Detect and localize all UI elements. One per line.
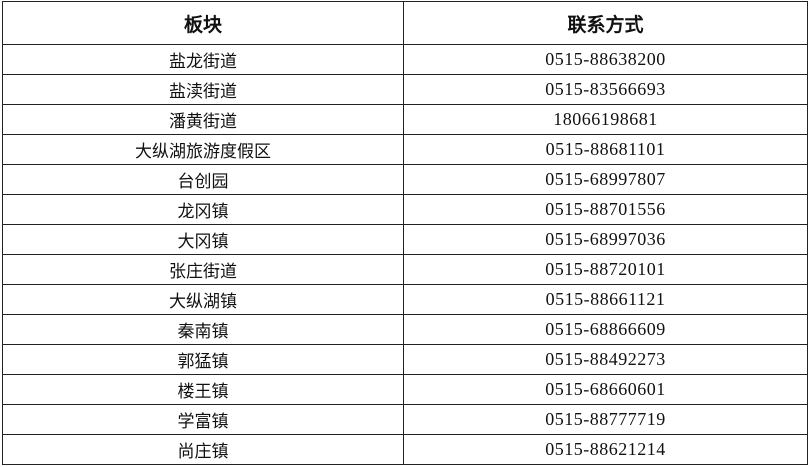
contact-cell: 0515-88701556	[403, 194, 808, 225]
header-area: 板块	[2, 1, 404, 45]
area-cell: 潘黄街道	[2, 104, 404, 135]
contact-cell: 0515-88638200	[403, 44, 808, 75]
area-cell: 龙冈镇	[2, 194, 404, 225]
table-row: 盐龙街道 0515-88638200	[2, 44, 808, 75]
contact-cell: 0515-68660601	[403, 374, 808, 405]
table-row: 盐渎街道 0515-83566693	[2, 74, 808, 105]
contact-cell: 18066198681	[403, 104, 808, 135]
table-row: 大冈镇 0515-68997036	[2, 224, 808, 255]
contact-cell: 0515-88777719	[403, 404, 808, 435]
area-cell: 张庄街道	[2, 254, 404, 285]
table-row: 台创园 0515-68997807	[2, 164, 808, 195]
contact-cell: 0515-88661121	[403, 284, 808, 315]
contact-cell: 0515-88621214	[403, 434, 808, 465]
area-cell: 学富镇	[2, 404, 404, 435]
contact-cell: 0515-68866609	[403, 314, 808, 345]
table-row: 楼王镇 0515-68660601	[2, 374, 808, 405]
table-row: 郭猛镇 0515-88492273	[2, 344, 808, 375]
contact-cell: 0515-68997807	[403, 164, 808, 195]
table-row: 大纵湖镇 0515-88661121	[2, 284, 808, 315]
contact-cell: 0515-88720101	[403, 254, 808, 285]
area-cell: 盐渎街道	[2, 74, 404, 105]
header-contact: 联系方式	[403, 1, 808, 45]
contact-cell: 0515-88681101	[403, 134, 808, 165]
table-row: 秦南镇 0515-68866609	[2, 314, 808, 345]
area-cell: 郭猛镇	[2, 344, 404, 375]
table-row: 潘黄街道 18066198681	[2, 104, 808, 135]
contact-cell: 0515-83566693	[403, 74, 808, 105]
table-row: 龙冈镇 0515-88701556	[2, 194, 808, 225]
contact-cell: 0515-88492273	[403, 344, 808, 375]
area-cell: 大纵湖旅游度假区	[2, 134, 404, 165]
contact-cell: 0515-68997036	[403, 224, 808, 255]
area-cell: 台创园	[2, 164, 404, 195]
area-cell: 秦南镇	[2, 314, 404, 345]
table-row: 张庄街道 0515-88720101	[2, 254, 808, 285]
table-row: 尚庄镇 0515-88621214	[2, 434, 808, 465]
area-cell: 大冈镇	[2, 224, 404, 255]
table-body: 盐龙街道 0515-88638200 盐渎街道 0515-83566693 潘黄街道 18…	[2, 44, 808, 465]
table-row: 学富镇 0515-88777719	[2, 404, 808, 435]
area-cell: 楼王镇	[2, 374, 404, 405]
table-row: 大纵湖旅游度假区 0515-88681101	[2, 134, 808, 165]
area-cell: 尚庄镇	[2, 434, 404, 465]
area-cell: 大纵湖镇	[2, 284, 404, 315]
header-row: 板块 联系方式	[2, 1, 808, 45]
area-cell: 盐龙街道	[2, 44, 404, 75]
